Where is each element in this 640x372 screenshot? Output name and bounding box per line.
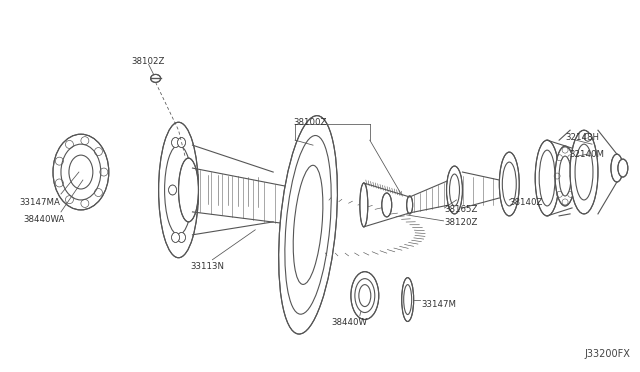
Text: J33200FX: J33200FX: [585, 349, 631, 359]
Text: 38100Z: 38100Z: [293, 118, 327, 127]
Ellipse shape: [584, 133, 592, 141]
Ellipse shape: [618, 159, 628, 177]
Ellipse shape: [177, 232, 186, 243]
Text: 38102Z: 38102Z: [132, 58, 165, 67]
Ellipse shape: [351, 272, 379, 320]
Ellipse shape: [168, 185, 177, 195]
Ellipse shape: [172, 138, 180, 148]
Ellipse shape: [150, 74, 161, 82]
Text: 38440WA: 38440WA: [23, 215, 65, 224]
Text: 38140Z: 38140Z: [509, 198, 543, 207]
Ellipse shape: [447, 166, 463, 214]
Ellipse shape: [278, 116, 337, 334]
Ellipse shape: [382, 193, 392, 217]
Ellipse shape: [570, 130, 598, 214]
Text: 33113N: 33113N: [191, 262, 225, 271]
Ellipse shape: [535, 140, 559, 216]
Text: 32148H: 32148H: [565, 133, 599, 142]
Text: 32140M: 32140M: [569, 150, 604, 159]
Ellipse shape: [360, 183, 368, 227]
Ellipse shape: [180, 185, 189, 195]
Text: 33147MA: 33147MA: [19, 198, 60, 207]
Ellipse shape: [402, 278, 413, 321]
Ellipse shape: [53, 134, 109, 210]
Ellipse shape: [177, 138, 186, 148]
Ellipse shape: [406, 196, 413, 214]
Ellipse shape: [172, 232, 180, 243]
Text: 38440W: 38440W: [332, 318, 368, 327]
Ellipse shape: [611, 154, 623, 182]
Text: 38165Z: 38165Z: [445, 205, 478, 214]
Ellipse shape: [159, 122, 198, 258]
Ellipse shape: [499, 152, 519, 216]
Ellipse shape: [179, 158, 198, 222]
Text: 33147M: 33147M: [422, 299, 456, 309]
Text: 38120Z: 38120Z: [445, 218, 478, 227]
Ellipse shape: [555, 146, 575, 206]
